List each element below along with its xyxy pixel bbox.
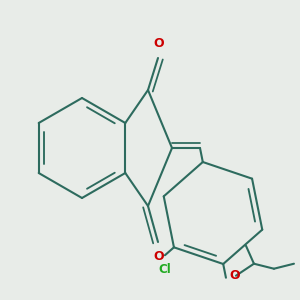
Text: O: O [154, 37, 164, 50]
Text: O: O [229, 269, 240, 282]
Text: Cl: Cl [159, 263, 171, 276]
Text: O: O [154, 250, 164, 263]
